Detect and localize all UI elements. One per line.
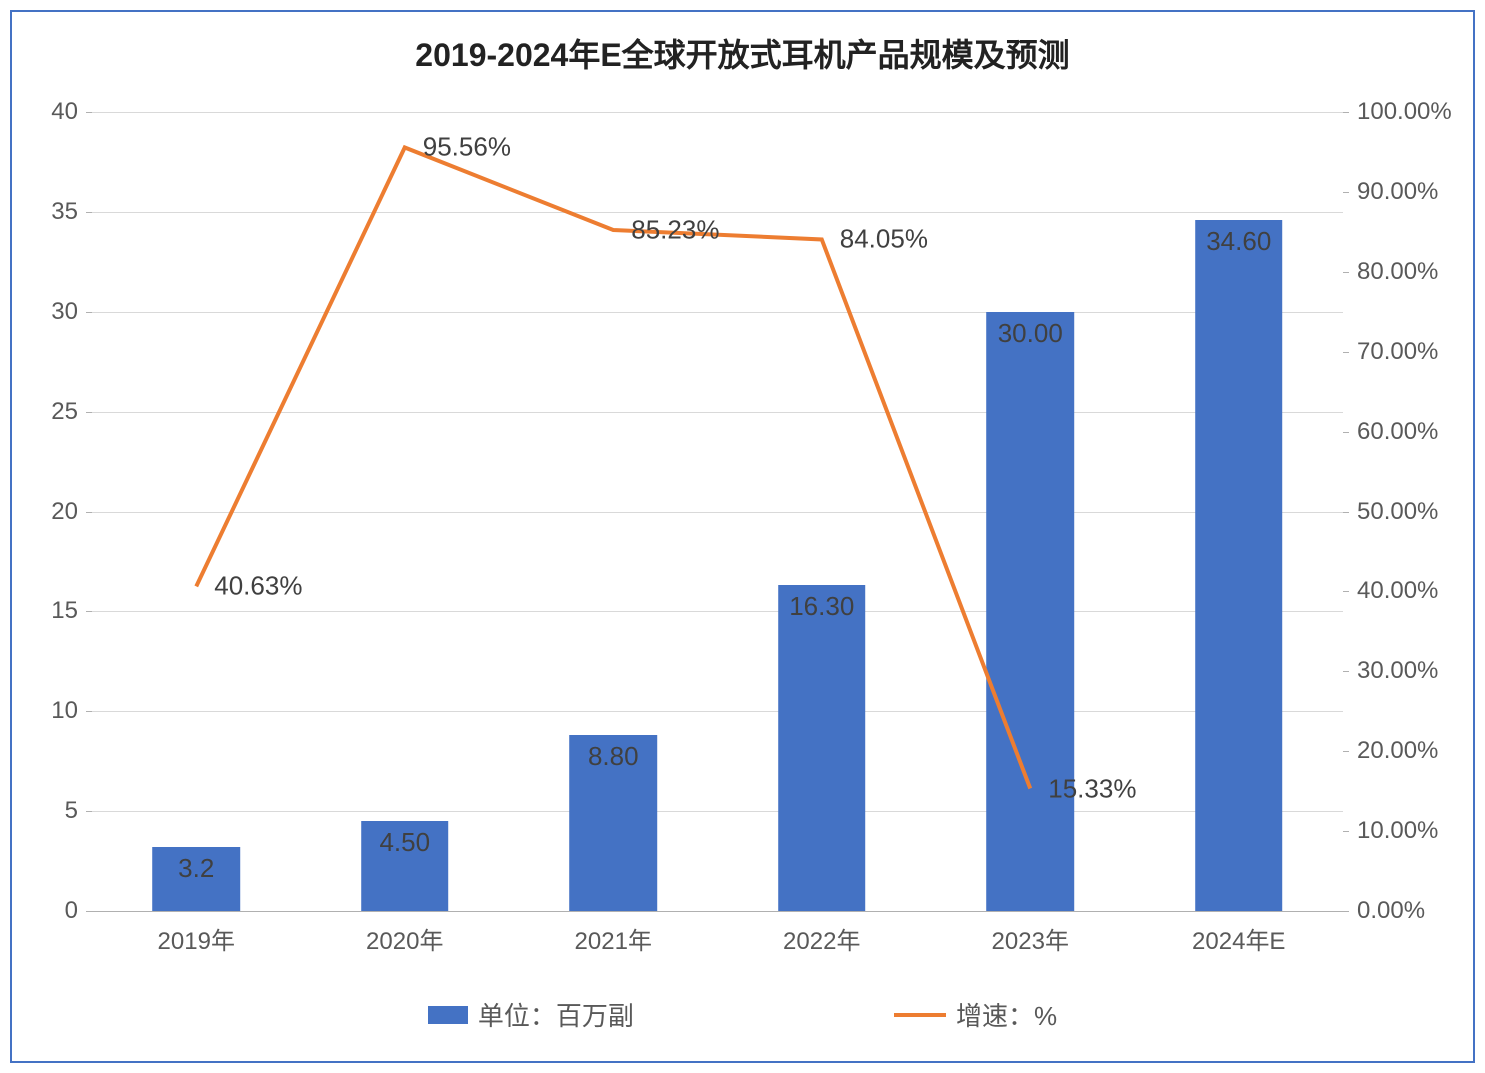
bar-value-label: 3.2 [178,853,214,884]
legend-swatch-bar [428,1006,468,1024]
x-axis-label: 2023年 [992,921,1069,956]
y-right-tick-label: 50.00% [1357,498,1438,526]
legend-item-line: 增速：% [894,996,1057,1033]
bar-value-label: 16.30 [789,591,854,622]
y-left-tick-label: 25 [51,398,78,426]
y-right-tick-mark [1343,591,1349,592]
y-left-tick-label: 5 [65,797,78,825]
y-left-tick-label: 15 [51,597,78,625]
x-axis-label: 2022年 [783,921,860,956]
bar-value-label: 34.60 [1206,226,1271,257]
chart-title: 2019-2024年E全球开放式耳机产品规模及预测 [12,30,1473,76]
y-right-tick-label: 100.00% [1357,98,1452,126]
line-value-label: 85.23% [631,215,719,246]
legend-bar-label: 单位：百万副 [478,996,634,1033]
y-left-tick-label: 20 [51,498,78,526]
y-right-tick-mark [1343,671,1349,672]
y-right-tick-mark [1343,911,1349,912]
x-axis-label: 2019年 [158,921,235,956]
line-value-label: 15.33% [1048,773,1136,804]
y-right-tick-label: 40.00% [1357,577,1438,605]
y-right-tick-mark [1343,192,1349,193]
y-left-tick-label: 30 [51,298,78,326]
legend-swatch-line [894,1013,946,1017]
line-value-label: 84.05% [840,224,928,255]
y-right-tick-label: 30.00% [1357,657,1438,685]
y-right-tick-label: 90.00% [1357,178,1438,206]
y-right-tick-label: 0.00% [1357,897,1425,925]
line-value-label: 95.56% [423,132,511,163]
y-right-tick-label: 10.00% [1357,817,1438,845]
y-left-tick-label: 10 [51,697,78,725]
bar-value-label: 8.80 [588,741,639,772]
y-left-tick-label: 35 [51,198,78,226]
plot-area: 05101520253035400.00%10.00%20.00%30.00%4… [92,112,1343,911]
y-right-tick-mark [1343,432,1349,433]
bar-value-label: 30.00 [998,318,1063,349]
baseline [92,911,1343,912]
legend: 单位：百万副 增速：% [12,996,1473,1033]
bar-value-label: 4.50 [379,827,430,858]
y-right-tick-mark [1343,751,1349,752]
y-right-tick-label: 80.00% [1357,258,1438,286]
y-right-tick-mark [1343,352,1349,353]
y-right-tick-mark [1343,831,1349,832]
y-left-tick-label: 40 [51,98,78,126]
legend-line-label: 增速：% [956,996,1057,1033]
chart-container: 2019-2024年E全球开放式耳机产品规模及预测 05101520253035… [10,10,1475,1063]
y-right-tick-mark [1343,512,1349,513]
x-axis-label: 2021年 [575,921,652,956]
x-axis-label: 2024年E [1192,921,1285,956]
y-right-tick-mark [1343,112,1349,113]
y-right-tick-label: 20.00% [1357,737,1438,765]
line-value-label: 40.63% [214,571,302,602]
y-right-tick-label: 60.00% [1357,418,1438,446]
y-left-tick-label: 0 [65,897,78,925]
legend-item-bar: 单位：百万副 [428,996,634,1033]
y-right-tick-mark [1343,272,1349,273]
y-right-tick-label: 70.00% [1357,338,1438,366]
x-axis-label: 2020年 [366,921,443,956]
